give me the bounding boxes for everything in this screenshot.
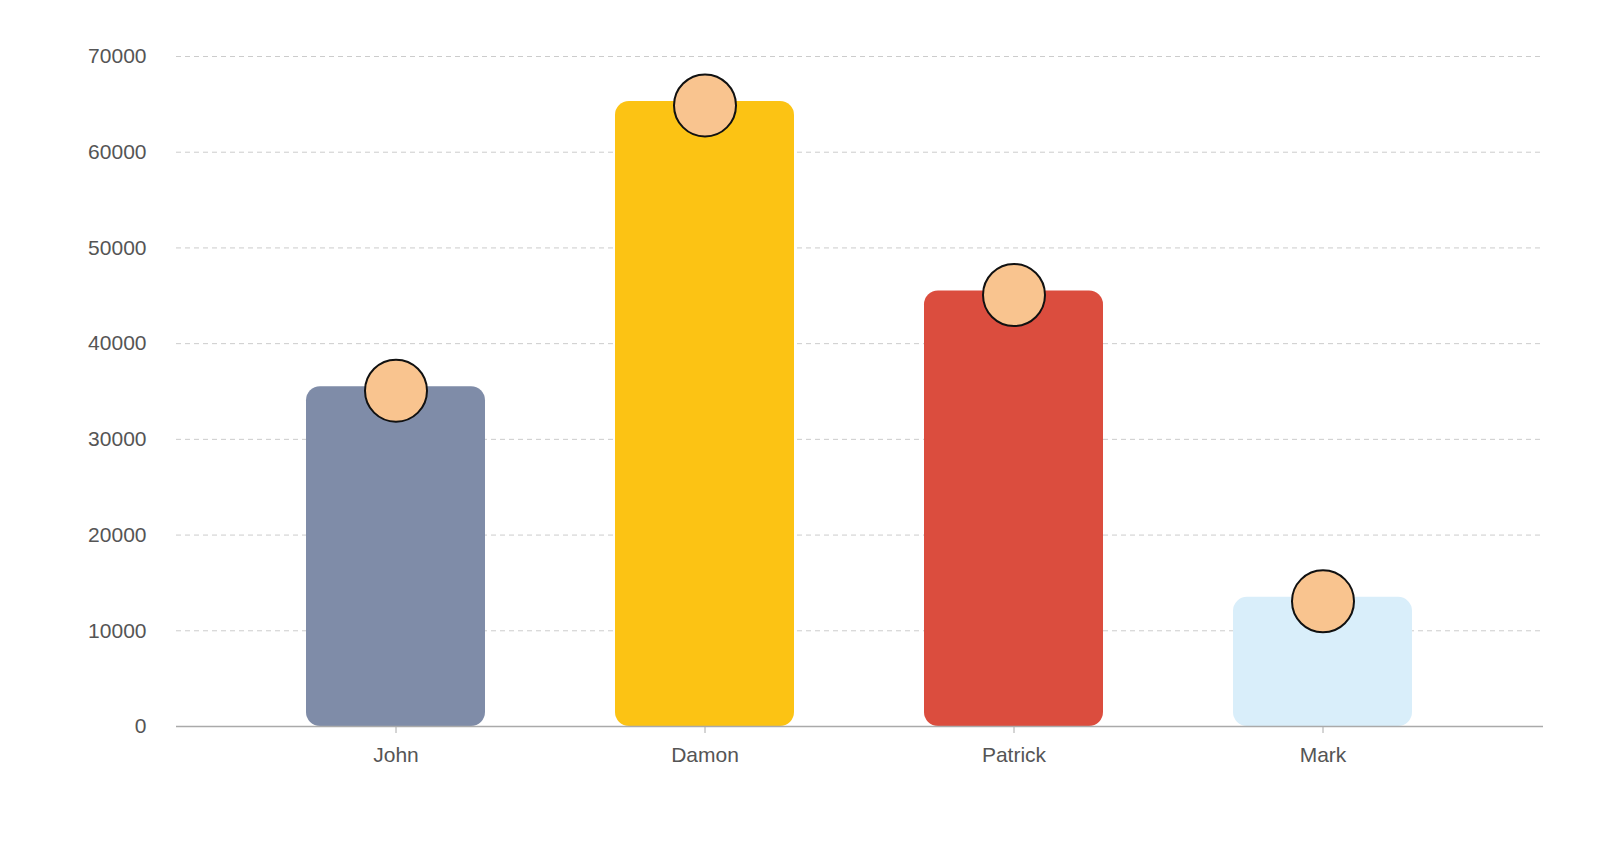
svg-text:60000: 60000 [88,140,146,163]
svg-text:Damon: Damon [671,743,739,766]
svg-text:40000: 40000 [88,331,146,354]
svg-text:70000: 70000 [88,44,146,67]
svg-text:50000: 50000 [88,236,146,259]
svg-text:10000: 10000 [88,619,146,642]
svg-text:Mark: Mark [1300,743,1347,766]
svg-text:30000: 30000 [88,427,146,450]
svg-text:0: 0 [135,714,147,737]
svg-text:John: John [373,743,419,766]
svg-text:Patrick: Patrick [982,743,1047,766]
svg-text:20000: 20000 [88,523,146,546]
